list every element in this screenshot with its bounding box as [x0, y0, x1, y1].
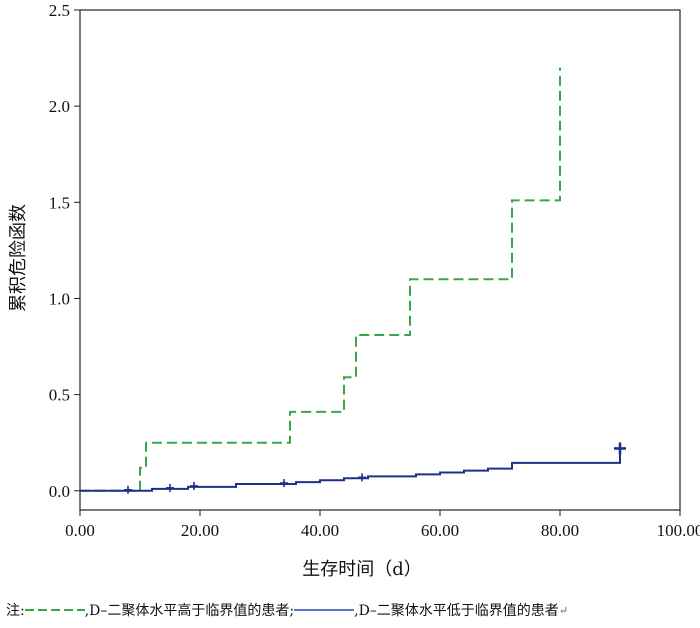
x-tick-label: 40.00	[301, 521, 339, 540]
paragraph-mark: ↵	[558, 603, 569, 617]
legend-label-low: ,D–二聚体水平低于临界值的患者	[354, 603, 559, 619]
censor-mark	[358, 473, 366, 482]
censor-mark	[614, 442, 626, 455]
y-tick-label: 2.5	[49, 1, 70, 20]
censor-mark	[280, 479, 288, 488]
x-tick-label: 0.00	[65, 521, 95, 540]
legend-swatch-high	[24, 609, 85, 611]
x-tick-label: 80.00	[541, 521, 579, 540]
chart-area: 0.00 20.00 40.00 60.00 80.00 100.00 0.0 0.5 1.0…	[8, 1, 700, 580]
plot-frame-group	[79, 9, 681, 511]
y-tick-label: 0.0	[49, 482, 70, 501]
legend-label-high: ,D–二聚体水平高于临界值的患者;	[84, 603, 295, 619]
series-layer	[80, 67, 626, 494]
x-tick-label: 20.00	[181, 521, 219, 540]
x-axis-title: 生存时间（d）	[302, 559, 422, 580]
y-tick-label: 1.0	[49, 289, 70, 308]
x-tick-label: 60.00	[421, 521, 459, 540]
censor-mark	[190, 481, 198, 490]
x-axis: 0.00 20.00 40.00 60.00 80.00 100.00	[65, 510, 700, 540]
footnote-prefix: 注:	[6, 603, 25, 619]
y-axis: 0.0 0.5 1.0 1.5 2.0 2.5	[49, 1, 80, 501]
y-axis-title: 累积危险函数	[8, 204, 29, 312]
y-tick-label: 1.5	[49, 193, 70, 212]
legend-swatch-low	[294, 609, 355, 611]
x-tick-label: 100.00	[657, 521, 700, 540]
y-tick-label: 2.0	[49, 97, 70, 116]
plot-frame	[79, 9, 681, 511]
series-line-2	[80, 448, 621, 492]
censor-mark	[124, 485, 132, 494]
censor-mark	[166, 483, 174, 492]
series-line-1	[80, 67, 561, 492]
legend-footnote: 注: ,D–二聚体水平高于临界值的患者; ,D–二聚体水平低于临界值的患者 ↵	[6, 598, 696, 622]
y-tick-label: 0.5	[49, 386, 70, 405]
